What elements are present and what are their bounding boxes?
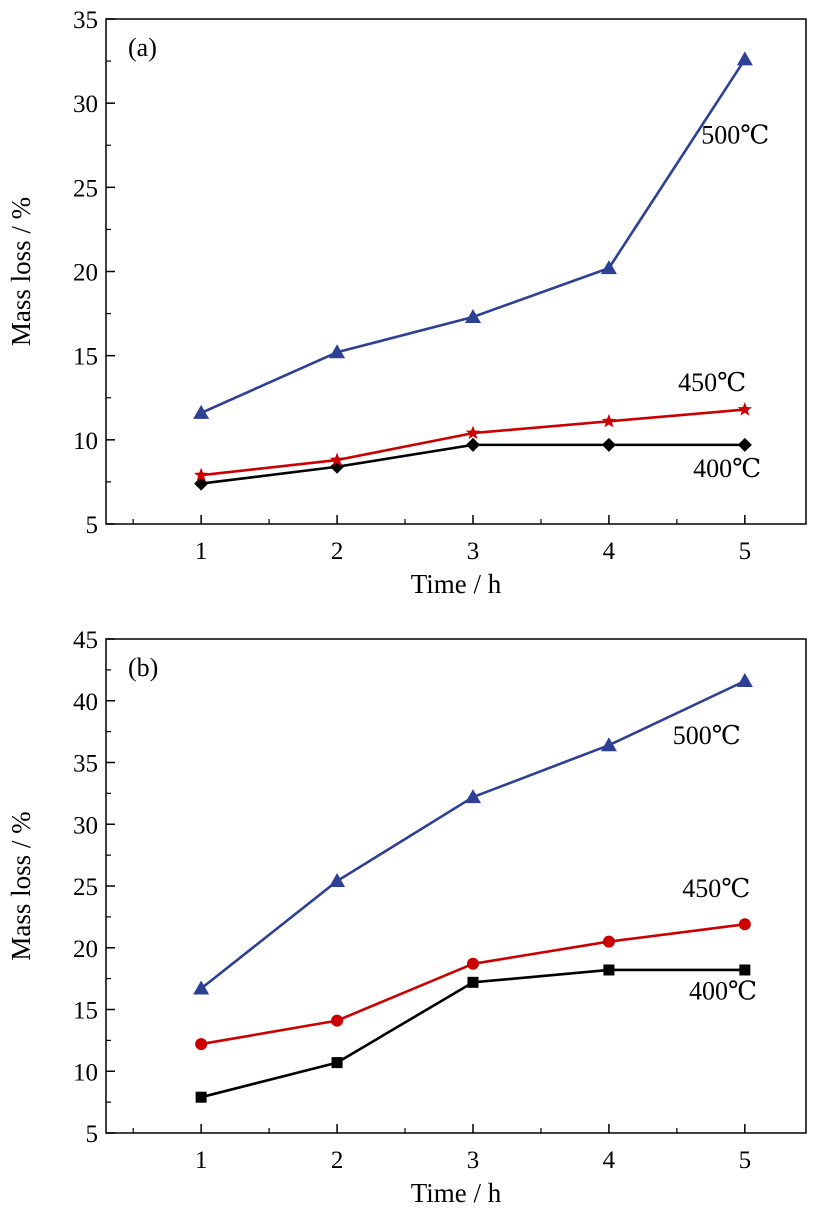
- data-point: [194, 467, 209, 482]
- series-line: [200, 679, 746, 990]
- panel-label: (b): [128, 653, 158, 682]
- data-point: [736, 672, 753, 687]
- y-axis-title: Mass loss / %: [6, 197, 36, 346]
- data-point: [331, 1014, 344, 1027]
- y-tick-label: 40: [73, 689, 98, 716]
- series-500℃: 500℃: [193, 672, 753, 995]
- data-point: [331, 1057, 343, 1069]
- x-axis-title: Time / h: [411, 1178, 502, 1208]
- series-label: 450℃: [682, 874, 750, 903]
- y-tick-label: 45: [73, 627, 98, 654]
- series-label: 450℃: [678, 368, 746, 397]
- series-400℃: 400℃: [195, 964, 757, 1103]
- y-tick-label: 35: [73, 751, 98, 778]
- data-point: [603, 964, 615, 976]
- data-point: [601, 437, 616, 452]
- series-line: [200, 58, 746, 415]
- x-tick-label: 3: [467, 538, 480, 565]
- data-point: [193, 404, 210, 419]
- data-point: [738, 918, 751, 931]
- y-tick-label: 10: [73, 428, 98, 455]
- series-label: 500℃: [673, 721, 741, 750]
- series-label: 400℃: [689, 977, 757, 1006]
- data-point: [195, 1038, 208, 1051]
- y-tick-label: 15: [73, 344, 98, 371]
- series-450℃: 450℃: [195, 874, 751, 1051]
- data-point: [602, 935, 615, 948]
- data-point: [464, 789, 481, 804]
- y-tick-label: 5: [86, 1121, 99, 1148]
- data-point: [329, 873, 346, 888]
- x-axis-title: Time / h: [411, 569, 502, 599]
- x-tick-label: 1: [195, 538, 208, 565]
- y-tick-label: 30: [73, 91, 98, 118]
- series-label: 500℃: [701, 121, 769, 150]
- x-tick-label: 1: [195, 1147, 208, 1174]
- y-axis-title: Mass loss / %: [6, 811, 36, 960]
- y-tick-label: 25: [73, 175, 98, 202]
- data-point: [193, 980, 210, 995]
- series-450℃: 450℃: [194, 368, 752, 482]
- x-tick-label: 5: [739, 1147, 752, 1174]
- data-point: [737, 402, 752, 416]
- data-point: [737, 437, 752, 452]
- data-point: [329, 452, 345, 467]
- data-point: [601, 413, 617, 428]
- y-tick-label: 20: [73, 936, 98, 963]
- data-point: [600, 260, 617, 275]
- chart-panel-a: 5 10 15 20 25 30 35 1 2 3 4 5 Time / h Mass loss / % (…: [6, 7, 807, 599]
- x-tick-label: 3: [467, 1147, 480, 1174]
- data-point: [736, 51, 753, 66]
- y-tick-label: 15: [73, 998, 98, 1025]
- data-point: [195, 1091, 207, 1103]
- series-500℃: 500℃: [193, 51, 769, 419]
- data-point: [465, 425, 481, 440]
- x-tick-label: 4: [603, 538, 616, 565]
- y-tick-label: 25: [73, 874, 98, 901]
- series-label: 400℃: [693, 454, 761, 483]
- data-point: [194, 476, 209, 491]
- data-point: [466, 957, 479, 970]
- y-tick-label: 5: [86, 512, 99, 539]
- y-tick-label: 10: [73, 1059, 98, 1086]
- series-line: [200, 968, 745, 1099]
- x-tick-label: 2: [331, 538, 344, 565]
- x-tick-label: 4: [603, 1147, 616, 1174]
- y-tick-label: 30: [73, 812, 98, 839]
- series-400℃: 400℃: [194, 437, 761, 491]
- data-point: [739, 964, 751, 976]
- data-point: [467, 976, 479, 988]
- data-point: [464, 308, 481, 323]
- x-tick-label: 5: [739, 538, 752, 565]
- y-tick-label: 35: [73, 7, 98, 34]
- data-point: [600, 737, 617, 752]
- data-point: [329, 344, 346, 359]
- panel-label: (a): [128, 33, 157, 62]
- data-point: [465, 437, 480, 452]
- y-tick-label: 20: [73, 260, 98, 287]
- x-tick-label: 2: [331, 1147, 344, 1174]
